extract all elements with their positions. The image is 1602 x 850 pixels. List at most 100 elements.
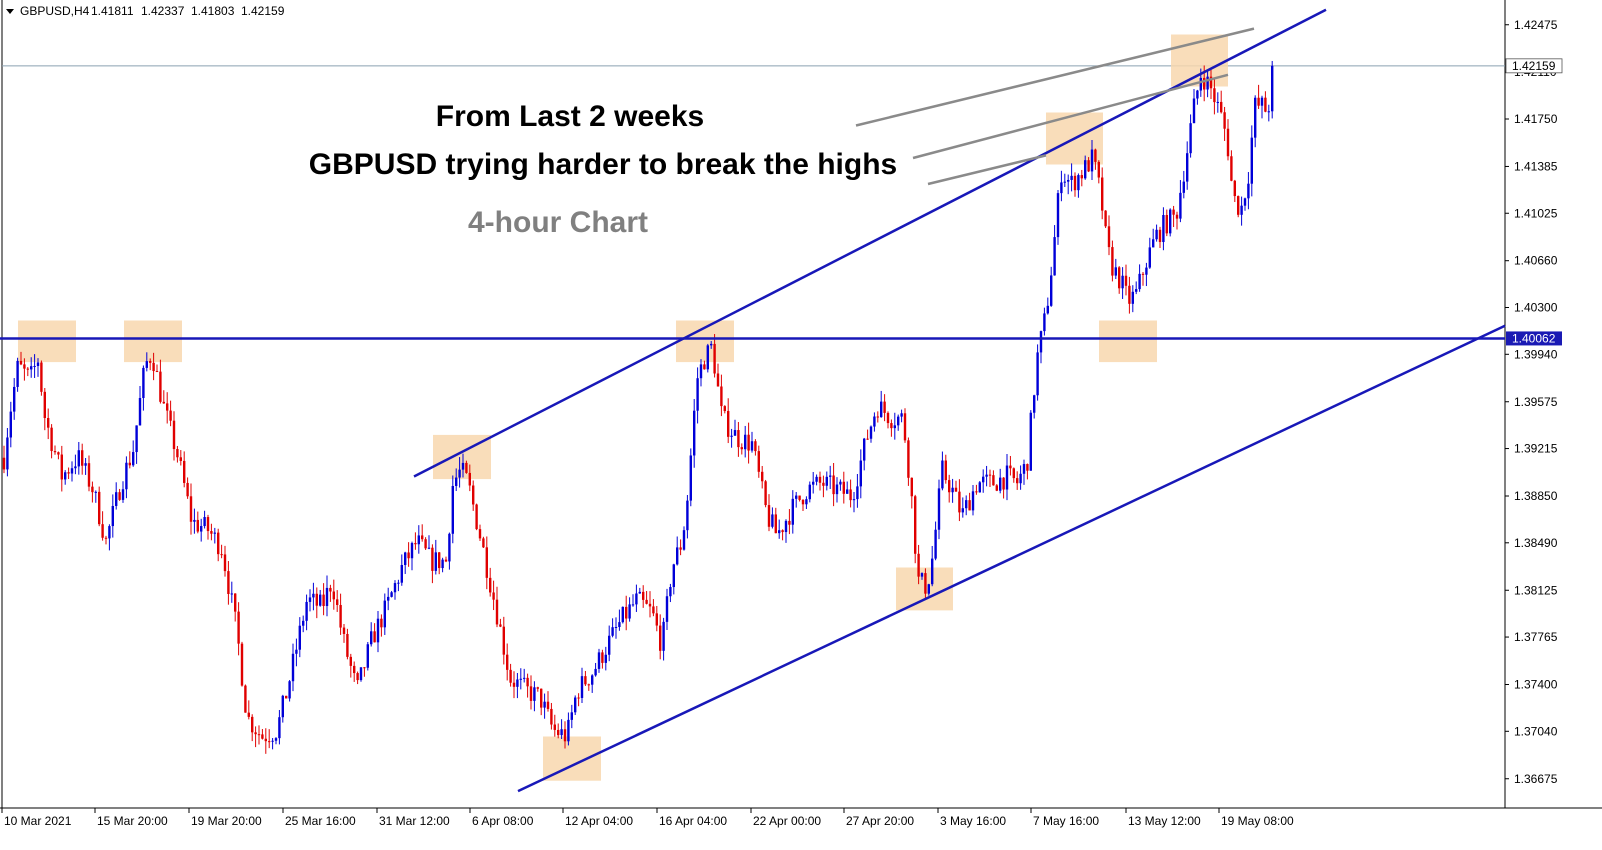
candle-bull (665, 596, 669, 622)
candle-bear (98, 491, 101, 525)
candle-bull (608, 635, 611, 655)
candle-bear (975, 491, 978, 493)
candle-bull (1019, 473, 1022, 484)
candle-bull (839, 481, 842, 485)
y-tick-label: 1.38490 (1514, 536, 1558, 550)
candle-bear (189, 496, 193, 522)
support-price-label: 1.40062 (1512, 331, 1556, 345)
candle-bull (706, 345, 709, 370)
candle-bear (907, 440, 910, 478)
candle-bear (536, 687, 539, 689)
candle-bull (808, 484, 811, 500)
candle-bear (349, 656, 352, 666)
price-axis: 1.424751.421101.417501.413851.410251.406… (1505, 18, 1558, 786)
candle-bull (390, 592, 393, 597)
candle-bear (917, 553, 920, 577)
candle-bear (655, 613, 658, 626)
candle-bear (339, 604, 342, 628)
candle-bear (1073, 175, 1077, 191)
candle-bear (842, 481, 845, 494)
candle-bull (574, 697, 577, 713)
candle-bear (264, 738, 267, 742)
symbol-label: GBPUSD,H4 (20, 4, 90, 18)
candle-bull (744, 434, 747, 450)
support-price-tag: 1.40062 (1506, 331, 1562, 346)
candle-bull (13, 386, 16, 412)
candle-bear (268, 741, 271, 743)
y-tick-label: 1.40660 (1514, 254, 1558, 268)
candle-bear (261, 734, 264, 739)
candle-bear (1012, 468, 1015, 479)
candle-bear (1172, 209, 1175, 215)
candle-bear (1264, 97, 1267, 112)
candle-bear (1080, 175, 1083, 179)
current-price-label: 1.42159 (1512, 59, 1556, 73)
candle-bull (982, 476, 985, 483)
candle-bear (254, 732, 257, 735)
pointer-line (912, 73, 1229, 160)
candle-bull (672, 564, 675, 588)
candle-bear (128, 462, 131, 466)
candle-bull (971, 491, 975, 511)
candle-bull (295, 649, 298, 654)
candle-bull (1135, 289, 1138, 292)
candle-bull (693, 410, 696, 456)
candle-bull (84, 463, 87, 466)
candle-bull (6, 437, 9, 470)
candle-bear (764, 481, 767, 506)
candle-bull (400, 564, 403, 583)
candle-bear (1097, 161, 1100, 178)
x-tick-label: 22 Apr 00:00 (753, 814, 821, 828)
candle-bull (985, 474, 988, 477)
candle-bull (1243, 198, 1247, 206)
x-tick-label: 12 Apr 04:00 (565, 814, 633, 828)
candle-bear (1230, 156, 1233, 181)
dropdown-triangle-icon[interactable] (6, 9, 14, 14)
candle-bear (1087, 160, 1090, 172)
candle-bull (305, 601, 308, 621)
candle-bear (472, 485, 475, 505)
candle-bull (1039, 331, 1043, 353)
candle-bull (1050, 275, 1053, 306)
x-tick-label: 25 Mar 16:00 (285, 814, 356, 828)
candle-bear (336, 599, 339, 605)
candle-bull (1186, 153, 1189, 182)
open-value: 1.41811 (91, 4, 134, 18)
candle-bear (659, 625, 662, 651)
candle-bear (910, 477, 913, 497)
candle-bear (57, 452, 60, 455)
candle-bull (614, 626, 618, 628)
candle-bull (560, 729, 563, 736)
candle-bear (886, 412, 890, 424)
candle-bear (1111, 247, 1114, 276)
candle-bear (1104, 210, 1107, 227)
pointer-line (855, 27, 1255, 127)
candle-bear (475, 504, 478, 530)
candle-bear (716, 373, 720, 387)
candle-bull (1260, 97, 1264, 106)
candle-bear (431, 547, 434, 571)
candle-bull (1271, 65, 1274, 112)
candle-bear (727, 411, 730, 437)
candle-bear (1101, 177, 1104, 211)
candle-bull (1084, 160, 1087, 179)
candle-bull (455, 477, 458, 486)
candle-bull (125, 462, 128, 490)
candle-bull (291, 653, 295, 682)
candle-bear (832, 475, 835, 495)
candle-bull (1022, 464, 1026, 474)
current-price-tag-bg (1505, 58, 1563, 74)
x-tick-label: 19 Mar 20:00 (191, 814, 262, 828)
support-price-tag-bg (1506, 331, 1562, 346)
candle-bull (461, 462, 465, 470)
candle-bull (965, 500, 968, 509)
candle-bear (1237, 196, 1240, 215)
candle-bear (1257, 97, 1260, 106)
annotation-line-2: GBPUSD trying harder to break the highs (309, 148, 897, 181)
candle-bear (1009, 465, 1012, 469)
x-tick-label: 6 Apr 08:00 (472, 814, 534, 828)
y-tick-label: 1.38125 (1514, 583, 1558, 597)
candle-bear (1118, 267, 1121, 289)
candle-bear (679, 547, 682, 550)
candle-bull (30, 366, 33, 370)
